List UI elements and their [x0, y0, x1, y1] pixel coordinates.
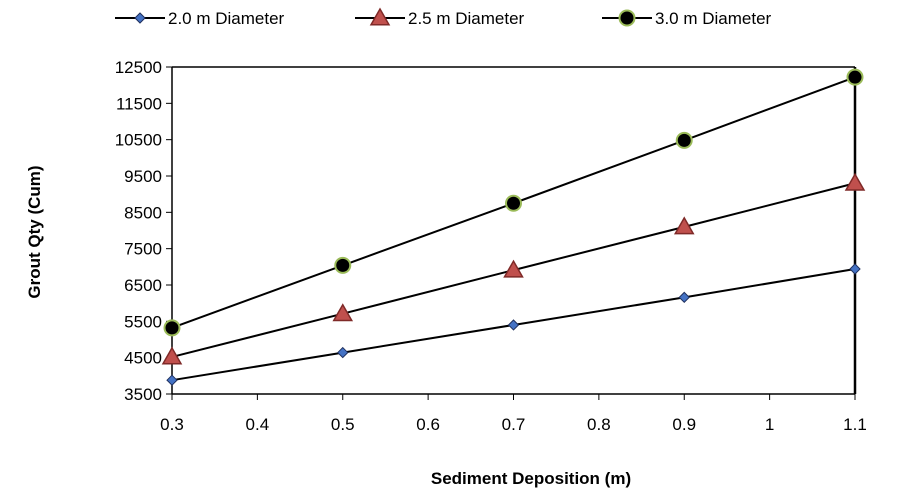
y-tick-label: 9500 — [124, 167, 162, 186]
y-tick-label: 4500 — [124, 349, 162, 368]
x-tick-label: 1.1 — [843, 415, 867, 434]
y-tick-label: 3500 — [124, 385, 162, 404]
data-point — [675, 131, 693, 149]
legend-label: 3.0 m Diameter — [655, 9, 772, 28]
x-tick-label: 0.6 — [416, 415, 440, 434]
legend-marker — [618, 9, 636, 27]
data-point — [161, 346, 183, 365]
data-point — [678, 291, 690, 304]
legend-item: 3.0 m Diameter — [602, 9, 772, 28]
y-tick-label: 12500 — [115, 58, 162, 77]
data-point — [337, 346, 349, 359]
y-tick-label: 8500 — [124, 203, 162, 222]
data-point — [846, 68, 864, 86]
data-point — [507, 319, 520, 331]
data-point — [505, 194, 522, 212]
x-tick-label: 0.4 — [246, 415, 270, 434]
x-tick-label: 0.8 — [587, 415, 611, 434]
series-2 — [161, 172, 866, 365]
y-tick-label: 5500 — [124, 312, 162, 331]
data-point — [673, 216, 695, 235]
legend-item: 2.0 m Diameter — [115, 9, 285, 28]
y-axis-title: Grout Qty (Cum) — [25, 165, 44, 298]
y-tick-label: 7500 — [124, 240, 162, 259]
data-point — [503, 259, 524, 278]
data-point — [849, 263, 861, 275]
x-tick-label: 0.9 — [672, 415, 696, 434]
data-point — [844, 172, 866, 191]
x-axis: 0.3 0.4 0.5 0.6 0.7 0.8 0.9 1 1.1 — [160, 66, 867, 434]
legend-label: 2.5 m Diameter — [408, 9, 525, 28]
legend-item: 2.5 m Diameter — [355, 7, 525, 28]
series-3 — [163, 68, 864, 337]
y-tick-label: 10500 — [115, 131, 162, 150]
x-tick-label: 0.7 — [502, 415, 526, 434]
data-point — [334, 256, 352, 274]
series-1 — [166, 263, 861, 386]
x-tick-label: 1 — [765, 415, 774, 434]
legend: 2.0 m Diameter 2.5 m Diameter 3.0 m Diamet… — [115, 7, 772, 28]
y-tick-label: 6500 — [124, 276, 162, 295]
x-tick-label: 0.3 — [160, 415, 184, 434]
x-tick-label: 0.5 — [331, 415, 355, 434]
data-point — [166, 374, 178, 386]
y-axis: 3500 4500 5500 6500 7500 8500 9500 10500 11500 12… — [115, 58, 857, 404]
data-point — [163, 319, 181, 337]
legend-label: 2.0 m Diameter — [168, 9, 285, 28]
legend-marker — [134, 12, 146, 24]
series-layer — [161, 68, 866, 386]
y-tick-label: 11500 — [116, 94, 162, 113]
data-point — [332, 303, 354, 322]
legend-marker — [369, 7, 391, 26]
x-axis-title: Sediment Deposition (m) — [431, 469, 631, 488]
